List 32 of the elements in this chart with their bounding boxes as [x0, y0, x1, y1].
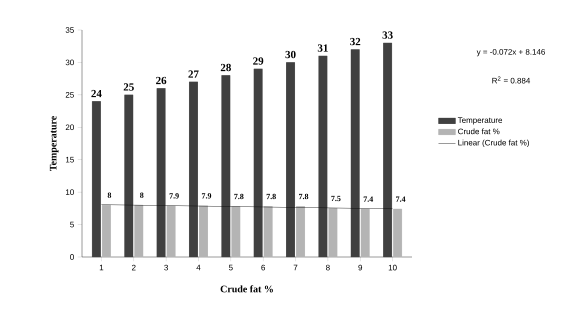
bar [231, 206, 240, 258]
data-label: 28 [220, 64, 231, 72]
bar [350, 49, 360, 258]
data-label: 30 [285, 50, 296, 58]
data-label: 26 [156, 76, 166, 84]
bar [318, 56, 328, 258]
x-axis-title: Crude fat % [220, 285, 273, 292]
bar [124, 94, 134, 258]
bar [134, 204, 144, 258]
y-axis-title: Temperature [50, 116, 59, 172]
bar [102, 204, 111, 258]
data-label: 31 [318, 44, 328, 52]
bar [383, 42, 392, 258]
bar [286, 62, 295, 258]
bar [360, 208, 370, 258]
bar [328, 208, 338, 258]
data-label: 32 [350, 38, 360, 46]
bar [189, 82, 198, 258]
bar [221, 75, 230, 258]
data-label: 27 [188, 70, 199, 78]
bar [264, 206, 273, 258]
bar [156, 88, 166, 258]
data-label: 24 [91, 90, 102, 98]
bar [199, 206, 208, 258]
bar [254, 68, 263, 258]
data-label: 25 [124, 83, 134, 91]
bar [166, 206, 176, 258]
bar [393, 208, 402, 258]
data-label: 33 [382, 31, 393, 39]
data-label: 29 [253, 57, 264, 65]
bar [92, 101, 101, 258]
bar [296, 206, 305, 258]
